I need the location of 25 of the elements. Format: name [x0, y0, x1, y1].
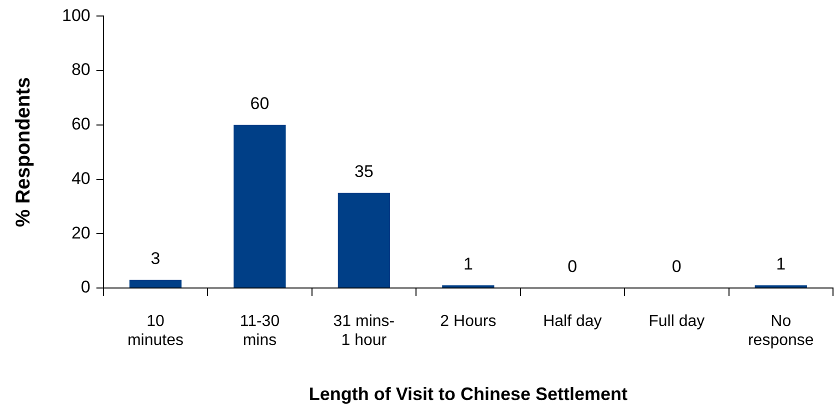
bar: [338, 192, 390, 288]
data-label: 60: [250, 94, 270, 114]
data-label: 1: [776, 254, 786, 274]
data-label: 1: [463, 254, 473, 274]
x-tick-label: 10 minutes: [127, 313, 184, 350]
x-tick-label: 31 mins- 1 hour: [333, 313, 395, 350]
data-label: 0: [568, 257, 578, 276]
data-label: 0: [672, 257, 682, 276]
y-tick-label: 60: [71, 114, 90, 134]
x-tick-label: Half day: [543, 313, 602, 330]
bar: [129, 280, 182, 288]
data-label: 35: [354, 162, 374, 182]
y-tick-label: 40: [71, 168, 90, 188]
y-tick-label: 20: [71, 223, 90, 242]
y-tick-label: 80: [71, 60, 90, 80]
data-label: 3: [150, 249, 160, 268]
y-axis-title: % Respondents: [12, 77, 35, 228]
x-tick-label: 11-30 mins: [240, 313, 280, 350]
x-axis-title: Length of Visit to Chinese Settlement: [308, 384, 628, 404]
x-tick-label: 2 Hours: [440, 313, 496, 330]
y-tick-label: 100: [62, 6, 90, 25]
y-tick-label: 0: [80, 278, 90, 297]
x-tick-label: No response: [748, 313, 814, 350]
bar: [234, 124, 286, 288]
x-tick-label: Full day: [648, 313, 705, 330]
